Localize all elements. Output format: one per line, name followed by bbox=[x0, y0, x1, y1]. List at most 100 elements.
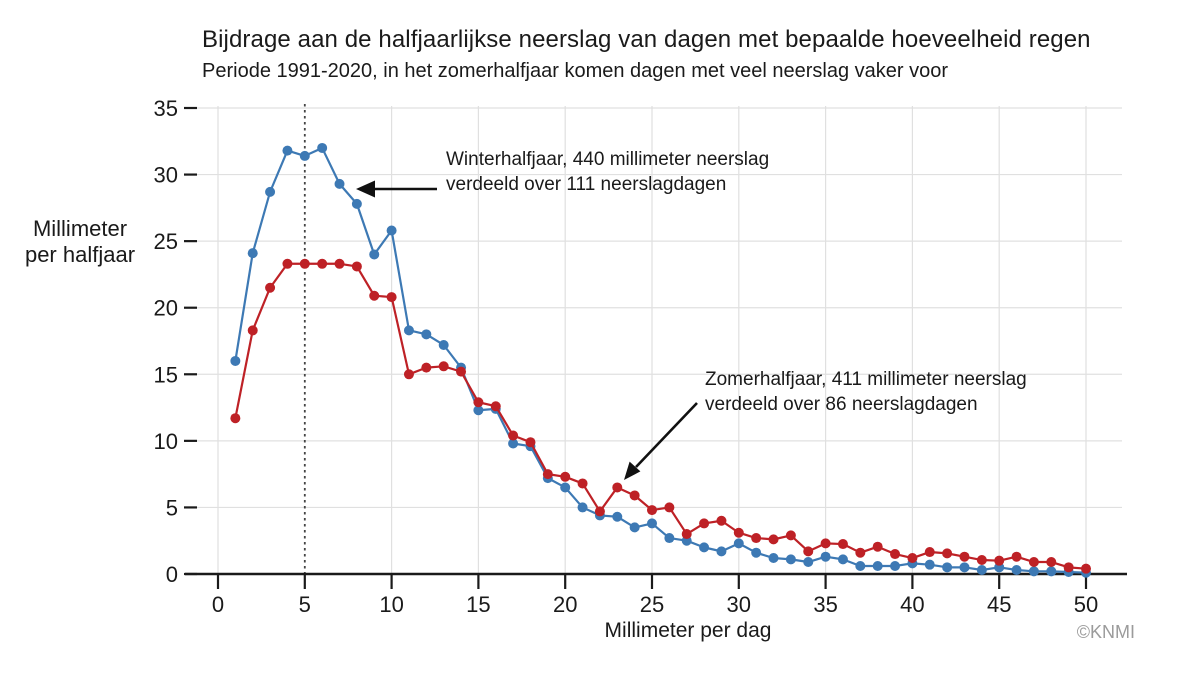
y-tick-label: 25 bbox=[154, 229, 178, 254]
zomerhalfjaar-data-point bbox=[924, 547, 935, 558]
winterhalfjaar-data-point bbox=[820, 551, 831, 562]
x-axis-title: Millimeter per dag bbox=[604, 619, 772, 642]
zomerhalfjaar-data-point bbox=[733, 527, 744, 538]
zomerhalfjaar-data-point bbox=[386, 292, 397, 303]
zomerhalfjaar-data-point bbox=[247, 325, 258, 336]
y-tick-label: 15 bbox=[154, 362, 178, 387]
y-axis-title-line2: per halfjaar bbox=[24, 242, 136, 267]
winterhalfjaar-data-point bbox=[369, 249, 380, 260]
winterhalfjaar-data-point bbox=[612, 511, 623, 522]
zomerhalfjaar-data-point bbox=[317, 258, 328, 269]
zomerhalfjaar-data-point bbox=[837, 539, 848, 550]
x-tick-label: 5 bbox=[299, 592, 311, 617]
winterhalfjaar-data-point bbox=[976, 565, 987, 576]
zomerhalfjaar-data-point bbox=[525, 437, 536, 448]
y-tick-label: 20 bbox=[154, 296, 178, 321]
zomerhalfjaar-data-point bbox=[647, 505, 657, 516]
x-tick-label: 10 bbox=[379, 592, 403, 617]
zomerhalfjaar-data-point bbox=[421, 362, 432, 373]
y-axis-title-line1: Millimeter bbox=[32, 216, 128, 241]
zomerhalfjaar-data-point bbox=[265, 282, 276, 293]
winterhalfjaar-data-point bbox=[386, 225, 397, 236]
y-tick-label: 0 bbox=[166, 562, 178, 587]
zomerhalfjaar-data-point bbox=[438, 361, 449, 372]
zomer-annotation: Zomerhalfjaar, 411 millimeter neerslag v… bbox=[705, 368, 1027, 417]
zomerhalfjaar-data-point bbox=[334, 258, 345, 269]
x-tick-label: 30 bbox=[727, 592, 751, 617]
zomerhalfjaar-data-point bbox=[716, 515, 727, 526]
zomer-annotation-arrowhead bbox=[624, 461, 641, 480]
winterhalfjaar-data-point bbox=[473, 405, 484, 416]
winterhalfjaar-data-point bbox=[751, 547, 762, 558]
winterhalfjaar-data-point bbox=[872, 561, 883, 572]
winterhalfjaar-data-point bbox=[733, 538, 744, 549]
winterhalfjaar-data-point bbox=[942, 562, 953, 573]
x-tick-label: 0 bbox=[212, 592, 224, 617]
zomerhalfjaar-data-point bbox=[594, 506, 605, 517]
zomerhalfjaar-data-point bbox=[1046, 557, 1057, 568]
winterhalfjaar-data-point bbox=[959, 562, 970, 573]
zomerhalfjaar-data-point bbox=[699, 518, 710, 529]
zomerhalfjaar-data-point bbox=[976, 555, 987, 566]
zomerhalfjaar-data-point bbox=[612, 482, 623, 493]
winterhalfjaar-data-point bbox=[299, 150, 310, 161]
y-axis-title: Millimeter per halfjaar bbox=[0, 216, 160, 268]
zomerhalfjaar-data-point bbox=[542, 469, 553, 480]
winterhalfjaar-data-point bbox=[1028, 566, 1039, 577]
zomerhalfjaar-data-point bbox=[351, 261, 362, 272]
winterhalfjaar-data-point bbox=[855, 561, 866, 572]
winterhalfjaar-data-point bbox=[803, 557, 814, 568]
zomerhalfjaar-data-point bbox=[456, 366, 467, 377]
winterhalfjaar-data-point bbox=[716, 546, 727, 557]
zomerhalfjaar-data-point bbox=[855, 547, 866, 558]
y-tick-label: 30 bbox=[154, 163, 178, 188]
zomerhalfjaar-data-point bbox=[1081, 563, 1091, 574]
zomerhalfjaar-data-point bbox=[403, 369, 414, 380]
zomerhalfjaar-data-point bbox=[508, 430, 519, 441]
y-tick-label: 10 bbox=[154, 429, 178, 454]
zomerhalfjaar-data-point bbox=[577, 478, 588, 489]
winterhalfjaar-data-point bbox=[247, 248, 258, 259]
zomerhalfjaar-data-point bbox=[230, 413, 241, 424]
winterhalfjaar-data-point bbox=[890, 561, 901, 572]
winterhalfjaar-data-point bbox=[265, 186, 276, 197]
winterhalfjaar-data-point bbox=[647, 518, 657, 529]
zomer-annotation-line2: verdeeld over 86 neerslagdagen bbox=[705, 393, 978, 415]
zomerhalfjaar-data-point bbox=[994, 555, 1005, 566]
x-tick-label: 40 bbox=[900, 592, 924, 617]
winterhalfjaar-data-point bbox=[317, 142, 328, 153]
winter-annotation: Winterhalfjaar, 440 millimeter neerslag … bbox=[446, 148, 769, 197]
winter-annotation-line1: Winterhalfjaar, 440 millimeter neerslag bbox=[446, 149, 770, 170]
winterhalfjaar-data-point bbox=[334, 178, 345, 189]
x-tick-label: 15 bbox=[466, 592, 490, 617]
winterhalfjaar-data-point bbox=[699, 542, 710, 553]
zomerhalfjaar-data-point bbox=[785, 530, 796, 541]
winter-annotation-line2: verdeeld over 111 neerslagdagen bbox=[446, 173, 727, 195]
zomerhalfjaar-data-point bbox=[1028, 557, 1039, 568]
winterhalfjaar-data-point bbox=[282, 145, 293, 156]
zomerhalfjaar-data-point bbox=[1063, 562, 1074, 573]
winterhalfjaar-data-point bbox=[351, 198, 362, 209]
winterhalfjaar-data-point bbox=[837, 554, 848, 565]
zomerhalfjaar-data-point bbox=[282, 258, 293, 269]
winterhalfjaar-data-point bbox=[1011, 565, 1022, 576]
winterhalfjaar-data-point bbox=[785, 554, 796, 565]
zomer-annotation-arrow bbox=[635, 402, 698, 468]
winterhalfjaar-data-point bbox=[924, 559, 935, 570]
zomer-annotation-line1: Zomerhalfjaar, 411 millimeter neerslag bbox=[705, 369, 1027, 390]
x-tick-label: 45 bbox=[987, 592, 1011, 617]
zomerhalfjaar-data-point bbox=[751, 533, 762, 544]
winterhalfjaar-data-point bbox=[1046, 566, 1057, 577]
zomerhalfjaar-data-point bbox=[299, 258, 310, 269]
chart-subtitle: Periode 1991-2020, in het zomerhalfjaar … bbox=[202, 60, 948, 82]
zomerhalfjaar-data-point bbox=[820, 538, 831, 549]
zomerhalfjaar-data-point bbox=[473, 397, 484, 408]
winterhalfjaar-data-point bbox=[577, 502, 588, 513]
x-tick-label: 25 bbox=[640, 592, 664, 617]
winterhalfjaar-data-point bbox=[560, 482, 571, 493]
winterhalfjaar-data-point bbox=[768, 553, 779, 564]
zomerhalfjaar-data-point bbox=[959, 551, 970, 562]
winterhalfjaar-data-point bbox=[508, 438, 519, 449]
zomerhalfjaar-data-point bbox=[560, 471, 571, 482]
